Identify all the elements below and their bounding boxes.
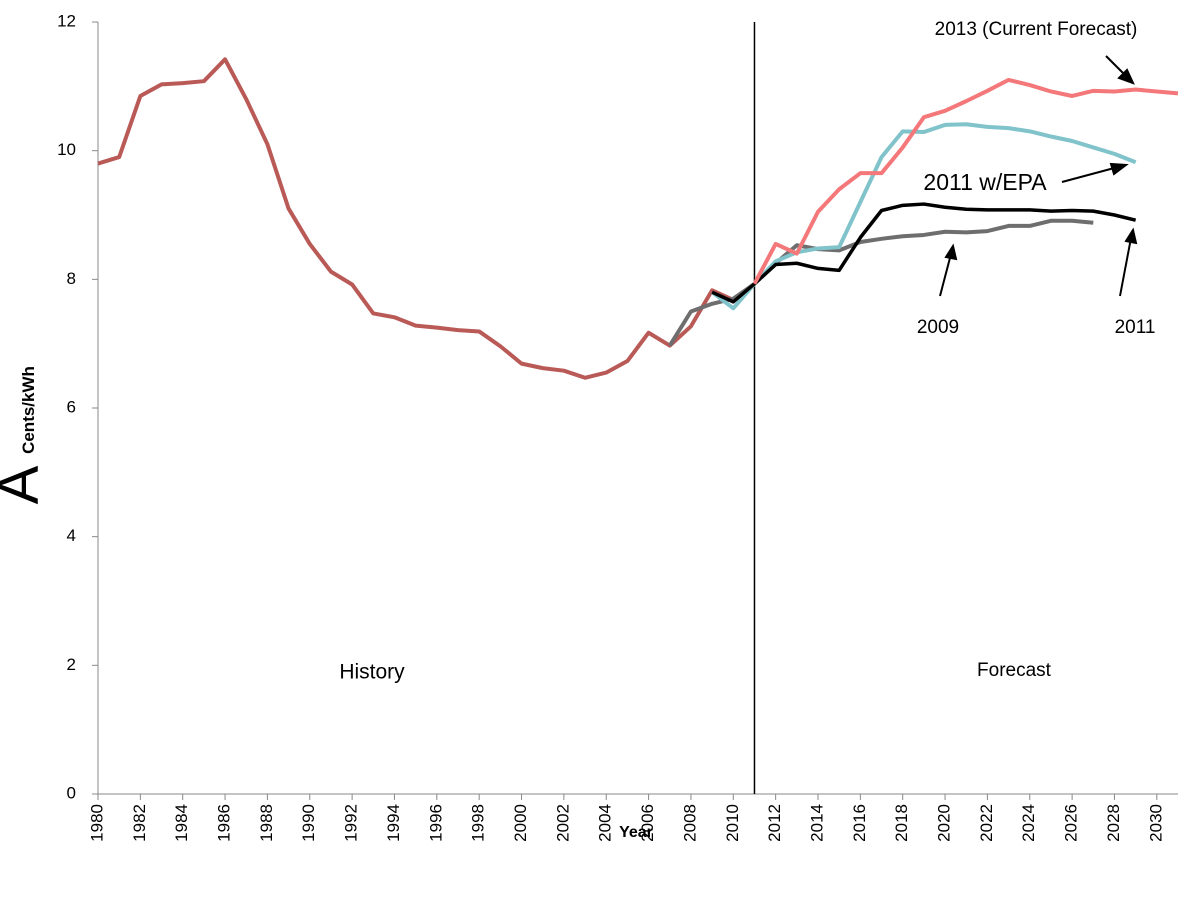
- x-axis-title: Year: [619, 824, 653, 841]
- y-tick-label: 4: [67, 526, 76, 545]
- x-tick-label: 2006: [638, 804, 657, 842]
- x-tick-label: 2000: [511, 804, 530, 842]
- x-tick-label: 2028: [1104, 804, 1123, 842]
- annotation: 2013 (Current Forecast): [935, 19, 1138, 40]
- arrow: [1119, 237, 1132, 297]
- y-tick-label: 10: [57, 140, 76, 159]
- y-tick-label: 0: [67, 783, 76, 802]
- annotation: Forecast: [977, 660, 1052, 681]
- series-line: [97, 57, 756, 380]
- x-tick-label: 2004: [596, 804, 615, 842]
- x-tick-label: 2026: [1062, 804, 1081, 842]
- arrows: [939, 55, 1138, 297]
- x-tick-label: 2030: [1146, 804, 1165, 842]
- annotation: 2011 w/EPA: [923, 169, 1047, 195]
- series-line: [710, 122, 1137, 311]
- x-tick-label: 2024: [1019, 804, 1038, 842]
- x-tick-label: 2010: [723, 804, 742, 842]
- arrow-head: [1117, 68, 1135, 85]
- x-tick-label: 2016: [850, 804, 869, 842]
- x-tick-label: 1988: [257, 804, 276, 842]
- y-axis-subtitle: Cents/kWh: [19, 366, 38, 454]
- x-tick-label: 1996: [426, 804, 445, 842]
- series-line: [711, 202, 1137, 304]
- x-tick-label: 2018: [892, 804, 911, 842]
- y-axis-title: A: [0, 465, 51, 504]
- x-tick-label: 1984: [172, 804, 191, 842]
- x-tick-label: 2014: [807, 804, 826, 842]
- y-tick-label: 6: [67, 397, 76, 416]
- x-tick-label: 2022: [977, 804, 996, 842]
- series-line: [668, 218, 1094, 347]
- x-tick-label: 1986: [215, 804, 234, 842]
- arrow-head: [944, 243, 958, 261]
- y-tick-label: 12: [57, 11, 76, 30]
- x-tick-label: 2008: [680, 804, 699, 842]
- x-tick-label: 2020: [935, 804, 954, 842]
- x-tick-label: 1992: [342, 804, 361, 842]
- annotation: 2009: [917, 317, 959, 338]
- x-tick-label: 1982: [130, 804, 149, 842]
- arrow: [1061, 166, 1119, 183]
- series-line: [752, 77, 1179, 285]
- y-tick-label: 2: [67, 655, 76, 674]
- arrow-head: [1109, 162, 1129, 176]
- annotation: 2011: [1115, 317, 1156, 338]
- x-tick-label: 2002: [553, 804, 572, 842]
- x-tick-label: 1994: [384, 804, 403, 842]
- arrow: [939, 253, 952, 297]
- x-tick-label: 1990: [299, 804, 318, 842]
- x-tick-label: 1980: [87, 804, 106, 842]
- x-tick-label: 1998: [469, 804, 488, 842]
- x-tick-label: 2012: [765, 804, 784, 842]
- y-tick-label: 8: [67, 269, 76, 288]
- annotation: History: [339, 661, 405, 684]
- arrow-head: [1124, 227, 1138, 245]
